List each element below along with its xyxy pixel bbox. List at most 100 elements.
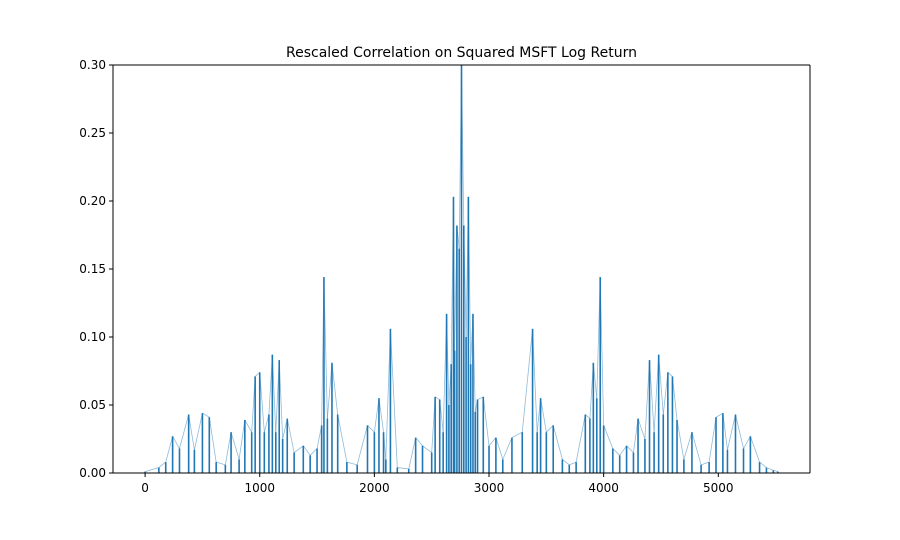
series-segment bbox=[536, 398, 541, 433]
series-segment bbox=[188, 414, 195, 450]
x-tick-label: 5000 bbox=[703, 481, 734, 495]
x-tick-label: 1000 bbox=[244, 481, 275, 495]
series-segment bbox=[397, 467, 409, 470]
series-segment bbox=[472, 313, 476, 412]
series-segment bbox=[331, 362, 339, 415]
series-segment bbox=[458, 64, 462, 249]
y-tick-label: 0.00 bbox=[79, 466, 106, 480]
series-segment bbox=[511, 431, 523, 438]
series-segment bbox=[465, 196, 469, 338]
x-tick-label: 2000 bbox=[359, 481, 390, 495]
series-segment bbox=[456, 225, 460, 249]
series-segment bbox=[585, 414, 591, 419]
series-segment bbox=[323, 277, 328, 419]
series-segment bbox=[488, 437, 497, 447]
y-tick-label: 0.10 bbox=[79, 330, 106, 344]
series-segment bbox=[446, 313, 450, 406]
series-segment bbox=[750, 436, 760, 463]
series-segment bbox=[415, 437, 423, 447]
series-segment bbox=[727, 414, 736, 450]
series-segment bbox=[759, 461, 767, 468]
series-segment bbox=[546, 425, 554, 433]
series-segment bbox=[470, 313, 474, 365]
series-segment bbox=[552, 425, 563, 460]
chart-title: Rescaled Correlation on Squared MSFT Log… bbox=[286, 45, 637, 61]
series-segment bbox=[282, 418, 288, 440]
series-segment bbox=[408, 437, 417, 470]
series-segment bbox=[390, 328, 398, 468]
series-segment bbox=[495, 437, 504, 460]
series-segment bbox=[244, 419, 253, 433]
series-segment bbox=[216, 461, 226, 466]
series-segment bbox=[532, 328, 538, 433]
series-segment bbox=[637, 418, 646, 440]
series-segment bbox=[293, 445, 304, 453]
series-segment bbox=[715, 412, 724, 418]
series-segment bbox=[422, 445, 432, 453]
series-segment bbox=[275, 360, 280, 433]
series-segment bbox=[278, 360, 284, 440]
x-tick-label: 4000 bbox=[588, 481, 619, 495]
series-segment bbox=[743, 436, 751, 449]
series-segment bbox=[662, 372, 669, 415]
series-segment bbox=[612, 448, 620, 456]
series-segment bbox=[722, 413, 728, 450]
series-segment bbox=[575, 414, 586, 463]
series-segment bbox=[477, 396, 484, 400]
series-segment bbox=[326, 362, 333, 419]
series-segment bbox=[589, 362, 594, 419]
series-segment bbox=[346, 461, 358, 466]
series-segment bbox=[309, 448, 318, 456]
series-segment bbox=[337, 414, 348, 463]
x-tick-label: 3000 bbox=[474, 481, 505, 495]
series-segment bbox=[268, 354, 273, 415]
series-segment bbox=[453, 196, 456, 351]
series-segment bbox=[596, 277, 601, 399]
y-tick-label: 0.05 bbox=[79, 398, 106, 412]
series-segment bbox=[385, 328, 391, 460]
series-segment bbox=[378, 398, 384, 433]
series-segment bbox=[592, 362, 598, 399]
series-segment bbox=[653, 354, 660, 433]
series-segment bbox=[286, 418, 295, 453]
series-segment bbox=[691, 432, 702, 465]
series-segment bbox=[316, 425, 323, 449]
series-segment bbox=[431, 396, 436, 453]
series-segment bbox=[179, 414, 190, 449]
series-segment bbox=[238, 419, 246, 460]
series-segment bbox=[562, 459, 570, 466]
y-tick-label: 0.15 bbox=[79, 262, 106, 276]
series-segment bbox=[454, 225, 458, 351]
series-segment bbox=[144, 467, 159, 473]
series-segment bbox=[569, 461, 577, 466]
series-segment bbox=[263, 414, 270, 433]
series-layer bbox=[144, 64, 779, 473]
series-segment bbox=[251, 376, 256, 433]
series-segment bbox=[658, 354, 664, 415]
x-tick-label: 0 bbox=[141, 481, 149, 495]
series-segment bbox=[202, 412, 210, 418]
series-segment bbox=[442, 313, 447, 433]
series-segment bbox=[644, 360, 650, 440]
series-segment bbox=[683, 432, 693, 460]
series-segment bbox=[626, 445, 634, 453]
series-segment bbox=[172, 436, 180, 449]
series-segment bbox=[482, 396, 490, 446]
axes-layer: 0 1000 2000 3000 4000 5000 0.00 0.05 0.10 0.15 0.2… bbox=[79, 58, 811, 495]
series-segment bbox=[599, 277, 605, 426]
series-segment bbox=[439, 399, 444, 433]
series-segment bbox=[467, 196, 472, 365]
series-segment bbox=[766, 467, 774, 471]
series-segment bbox=[521, 328, 533, 433]
series-segment bbox=[700, 461, 710, 466]
series-segment bbox=[540, 398, 547, 433]
y-tick-label: 0.20 bbox=[79, 194, 106, 208]
series-segment bbox=[158, 461, 166, 468]
series-segment bbox=[165, 436, 173, 463]
series-segment bbox=[474, 399, 478, 412]
series-segment bbox=[383, 432, 387, 460]
series-segment bbox=[502, 437, 513, 460]
series-segment bbox=[619, 445, 627, 456]
series-segment bbox=[461, 64, 465, 226]
